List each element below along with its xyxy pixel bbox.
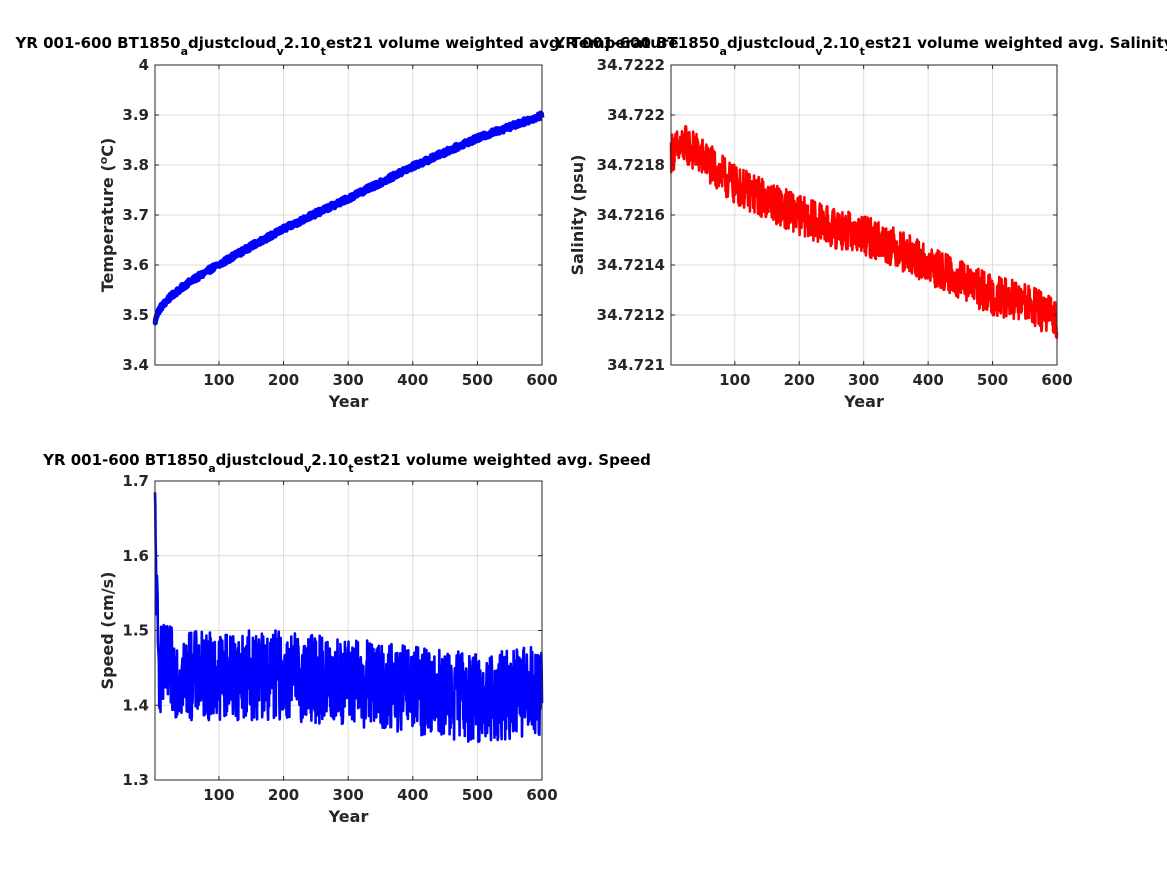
- chart-title-part: est21 volume weighted avg. Temperature: [326, 34, 679, 52]
- x-tick-label: 300: [848, 371, 879, 389]
- y-tick-label: 3.7: [122, 206, 149, 224]
- chart-panel-speed: 100 200 300 400 500 600 1.3 1.4 1.5 1.6 1.7 Year Spe…: [42, 451, 651, 826]
- x-tick-label: 600: [526, 371, 557, 389]
- y-axis-label-part: C): [98, 138, 117, 157]
- chart-title-part: t: [860, 45, 865, 58]
- x-tick-label: 400: [397, 371, 428, 389]
- chart-title-part: 2.10: [311, 451, 348, 469]
- y-axis-label-part: Speed (cm/s): [98, 572, 117, 690]
- y-tick-label: 1.4: [122, 696, 149, 714]
- y-axis-label: Salinity (psu): [568, 155, 587, 276]
- y-tick-label: 34.7214: [597, 256, 665, 274]
- y-tick-label: 34.7216: [597, 206, 665, 224]
- y-axis-label: Speed (cm/s): [98, 572, 117, 690]
- y-tick-label: 1.6: [122, 547, 149, 565]
- chart-title-part: a: [181, 45, 188, 58]
- chart-title-part: t: [321, 45, 326, 58]
- y-tick-label: 34.7218: [597, 156, 665, 174]
- y-tick-label: 1.7: [122, 472, 149, 490]
- chart-title-part: YR 001-600 BT1850: [14, 34, 180, 52]
- chart-title-part: YR 001-600 BT1850: [42, 451, 208, 469]
- x-tick-label: 200: [268, 371, 299, 389]
- y-tick-label: 3.4: [122, 356, 149, 374]
- chart-panel-temperature: 100 200 300 400 500 600 3.4 3.5 3.6 3.7 3.8 3.9 4 Yea…: [14, 34, 678, 411]
- chart-title-part: 2.10: [823, 34, 860, 52]
- x-tick-label: 100: [203, 786, 234, 804]
- chart-title-part: a: [720, 45, 727, 58]
- chart-title: YR 001-600 BT1850adjustcloudv2.10test21 …: [14, 34, 678, 58]
- y-tick-label: 34.7212: [597, 306, 665, 324]
- chart-title-part: YR 001-600 BT1850: [553, 34, 719, 52]
- x-tick-label: 200: [268, 786, 299, 804]
- chart-title-part: djustcloud: [727, 34, 815, 52]
- chart-title-part: est21 volume weighted avg. Salinity: [865, 34, 1167, 52]
- x-tick-label: 600: [1041, 371, 1072, 389]
- y-axis-label-part: Salinity (psu): [568, 155, 587, 276]
- x-tick-label: 500: [977, 371, 1008, 389]
- y-tick-label: 3.9: [122, 106, 149, 124]
- x-tick-label: 300: [333, 371, 364, 389]
- y-axis-label-part: o: [97, 156, 110, 164]
- y-tick-label: 3.8: [122, 156, 149, 174]
- chart-title-part: djustcloud: [216, 451, 304, 469]
- y-tick-label: 34.7222: [597, 56, 665, 74]
- x-axis-label: Year: [328, 392, 369, 411]
- chart-panel-salinity: 100 200 300 400 500 600 34.721 34.7212 34.7214 34…: [553, 34, 1167, 411]
- x-tick-label: 600: [526, 786, 557, 804]
- chart-title-part: 2.10: [284, 34, 321, 52]
- series-line-salinity: [669, 125, 1059, 340]
- chart-title: YR 001-600 BT1850adjustcloudv2.10test21 …: [42, 451, 651, 475]
- x-tick-label: 400: [912, 371, 943, 389]
- y-tick-label: 3.6: [122, 256, 149, 274]
- series-line-temperature: [152, 110, 545, 326]
- y-axis-label-part: Temperature (: [98, 164, 117, 292]
- chart-title-part: v: [815, 45, 823, 58]
- chart-title-part: a: [208, 462, 215, 475]
- chart-title-part: v: [304, 462, 312, 475]
- y-tick-label: 1.5: [122, 622, 149, 640]
- x-tick-label: 500: [462, 786, 493, 804]
- y-tick-label: 3.5: [122, 306, 149, 324]
- y-axis-label: Temperature (oC): [97, 138, 118, 293]
- series-line-speed: [153, 492, 544, 743]
- x-tick-label: 200: [784, 371, 815, 389]
- chart-title-part: v: [276, 45, 284, 58]
- x-axis-label: Year: [843, 392, 884, 411]
- chart-title-part: t: [348, 462, 353, 475]
- chart-title-part: est21 volume weighted avg. Speed: [354, 451, 651, 469]
- chart-title-part: djustcloud: [188, 34, 276, 52]
- panels: 100 200 300 400 500 600 3.4 3.5 3.6 3.7 3.8 3.9 4 Yea…: [14, 34, 1167, 826]
- y-tick-label: 1.3: [122, 771, 149, 789]
- x-tick-label: 100: [719, 371, 750, 389]
- y-tick-label: 34.721: [607, 356, 665, 374]
- y-tick-label: 4: [139, 56, 149, 74]
- x-tick-label: 500: [462, 371, 493, 389]
- x-tick-label: 100: [203, 371, 234, 389]
- x-axis-label: Year: [328, 807, 369, 826]
- y-tick-label: 34.722: [607, 106, 665, 124]
- chart-title: YR 001-600 BT1850adjustcloudv2.10test21 …: [553, 34, 1167, 58]
- x-tick-label: 400: [397, 786, 428, 804]
- x-tick-label: 300: [333, 786, 364, 804]
